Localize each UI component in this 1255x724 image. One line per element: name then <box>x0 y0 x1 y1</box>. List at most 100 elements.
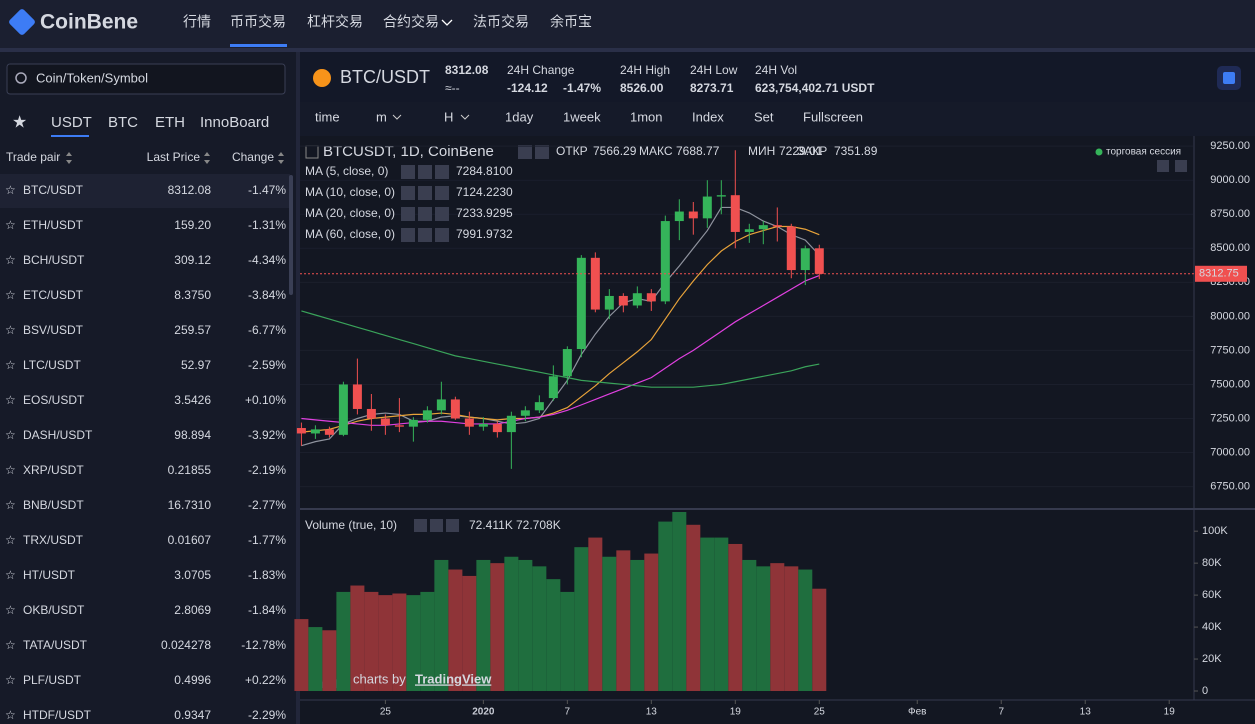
trade-pair[interactable]: TRX/USDT <box>23 533 84 547</box>
favorite-toggle[interactable]: ☆ <box>5 288 16 302</box>
trade-pair[interactable]: HT/USDT <box>23 568 76 582</box>
legend-icon[interactable] <box>401 186 415 200</box>
symbol: BTC/USDT <box>340 67 430 87</box>
volume-bar <box>658 521 673 692</box>
toolbar-button[interactable]: Fullscreen <box>803 109 863 124</box>
toolbar-button[interactable]: 1mon <box>630 109 663 124</box>
nav-item[interactable]: 合约交易 <box>383 14 439 30</box>
trade-pair[interactable]: BTC/USDT <box>23 183 84 197</box>
favorite-toggle[interactable]: ☆ <box>5 183 16 197</box>
ohlc-value: 7351.89 <box>834 144 878 158</box>
candle-body <box>534 402 544 411</box>
toolbar-button[interactable]: Index <box>692 109 724 124</box>
legend-icon[interactable] <box>418 207 432 221</box>
favorite-toggle[interactable]: ☆ <box>5 568 16 582</box>
volume-bar <box>798 569 813 692</box>
legend-icon[interactable] <box>401 207 415 221</box>
nav-item[interactable]: 法币交易 <box>473 14 529 30</box>
legend-icon[interactable] <box>418 228 432 242</box>
scale-button[interactable] <box>1157 160 1169 172</box>
sort-icon <box>66 152 72 164</box>
column-header[interactable]: Last Price <box>147 150 201 164</box>
last-price: 309.12 <box>174 253 211 267</box>
nav-item[interactable]: 余币宝 <box>550 14 592 30</box>
candle-body <box>786 226 796 271</box>
market-tab[interactable]: ETH <box>155 114 185 131</box>
favorite-toggle[interactable]: ☆ <box>5 428 16 442</box>
legend-icon[interactable] <box>418 186 432 200</box>
volume-bar <box>378 595 393 692</box>
trade-pair[interactable]: BSV/USDT <box>23 323 84 337</box>
column-header[interactable]: Trade pair <box>6 150 60 164</box>
nav-item[interactable]: 行情 <box>183 14 211 30</box>
sort-icon <box>278 152 284 164</box>
scale-button[interactable] <box>1175 160 1187 172</box>
legend-icon[interactable] <box>518 145 532 159</box>
legend-icon[interactable] <box>535 145 549 159</box>
trade-pair[interactable]: TATA/USDT <box>23 638 88 652</box>
ohlc-label: ЗАКР <box>797 144 827 158</box>
trade-pair[interactable]: EOS/USDT <box>23 393 85 407</box>
toolbar-button[interactable]: 1day <box>505 109 534 124</box>
trade-pair[interactable]: HTDF/USDT <box>23 708 92 722</box>
favorite-toggle[interactable]: ☆ <box>5 463 16 477</box>
y-tick-label: 8500.00 <box>1210 242 1250 254</box>
last-price: 0.21855 <box>168 463 212 477</box>
y-tick-label: 9250.00 <box>1210 140 1250 152</box>
favorite-toggle[interactable]: ☆ <box>5 498 16 512</box>
attribution-link[interactable]: TradingView <box>415 671 492 686</box>
favorite-toggle[interactable]: ☆ <box>5 393 16 407</box>
legend-icon[interactable] <box>401 228 415 242</box>
toolbar-button[interactable]: Set <box>754 109 774 124</box>
favorite-star[interactable]: ★ <box>12 112 27 131</box>
column-header[interactable]: Change <box>232 150 274 164</box>
volume-bar <box>490 563 505 692</box>
nav-item[interactable]: 杠杆交易 <box>307 14 363 30</box>
market-tab[interactable]: InnoBoard <box>200 114 269 131</box>
favorite-toggle[interactable]: ☆ <box>5 603 16 617</box>
favorite-toggle[interactable]: ☆ <box>5 323 16 337</box>
legend-icon[interactable] <box>446 519 459 532</box>
legend-icon[interactable] <box>435 228 449 242</box>
favorite-toggle[interactable]: ☆ <box>5 253 16 267</box>
trade-pair[interactable]: ETH/USDT <box>23 218 84 232</box>
favorite-toggle[interactable]: ☆ <box>5 358 16 372</box>
legend-icon[interactable] <box>414 519 427 532</box>
legend-icon[interactable] <box>418 165 432 179</box>
legend-icon[interactable] <box>435 165 449 179</box>
trade-pair[interactable]: PLF/USDT <box>23 673 82 687</box>
market-tab[interactable]: BTC <box>108 114 138 131</box>
toolbar-button[interactable]: H <box>444 109 453 124</box>
legend-icon[interactable] <box>401 165 415 179</box>
trade-pair[interactable]: BCH/USDT <box>23 253 85 267</box>
search-box[interactable] <box>6 63 286 95</box>
toolbar-button[interactable]: 1week <box>563 109 601 124</box>
favorite-toggle[interactable]: ☆ <box>5 673 16 687</box>
candle-body <box>646 293 656 302</box>
legend-icon[interactable] <box>435 186 449 200</box>
trade-pair[interactable]: DASH/USDT <box>23 428 93 442</box>
trade-pair[interactable]: OKB/USDT <box>23 603 85 617</box>
volume-bar <box>728 543 743 692</box>
y-tick-label: 7750.00 <box>1210 344 1250 356</box>
logo[interactable]: CoinBene <box>40 11 138 34</box>
market-tab[interactable]: USDT <box>51 114 92 131</box>
nav-item[interactable]: 币币交易 <box>230 14 286 30</box>
trade-pair[interactable]: BNB/USDT <box>23 498 84 512</box>
toolbar-button[interactable]: m <box>376 109 387 124</box>
favorite-toggle[interactable]: ☆ <box>5 533 16 547</box>
favorite-toggle[interactable]: ☆ <box>5 638 16 652</box>
toolbar-button[interactable]: time <box>315 109 340 124</box>
candle-body <box>394 425 404 427</box>
volume-bar <box>504 556 519 692</box>
legend-icon[interactable] <box>435 207 449 221</box>
trade-pair[interactable]: LTC/USDT <box>23 358 81 372</box>
legend-icon[interactable] <box>430 519 443 532</box>
trade-pair[interactable]: XRP/USDT <box>23 463 84 477</box>
volume-tick-label: 40K <box>1202 621 1222 633</box>
favorite-toggle[interactable]: ☆ <box>5 218 16 232</box>
trade-pair[interactable]: ETC/USDT <box>23 288 84 302</box>
ohlc-value: 7566.29 <box>593 144 637 158</box>
favorite-toggle[interactable]: ☆ <box>5 708 16 722</box>
